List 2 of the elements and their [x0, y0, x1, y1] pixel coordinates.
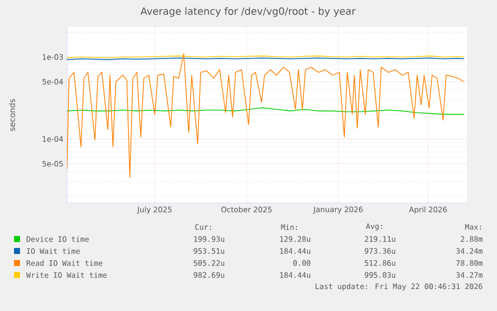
chart-title: Average latency for /dev/vg0/root - by year	[140, 7, 356, 17]
line-series	[67, 53, 464, 178]
